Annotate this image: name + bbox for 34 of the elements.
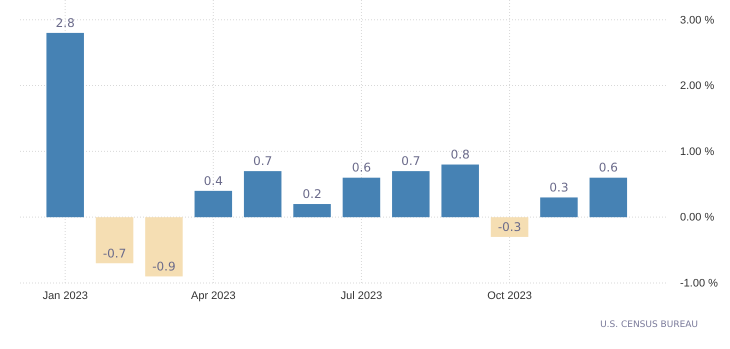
bar <box>145 217 183 276</box>
bar <box>342 178 380 218</box>
x-tick-label: Apr 2023 <box>190 290 236 302</box>
data-label: -0.9 <box>152 259 176 274</box>
data-label: 0.3 <box>549 180 568 194</box>
bar <box>194 190 232 218</box>
data-label: 2.8 <box>56 16 75 30</box>
text: U.S. CENSUS BUREAU <box>600 320 698 330</box>
x-tick-label: Jan 2023 <box>42 290 88 302</box>
bar <box>540 197 578 218</box>
y-tick-label: 0.00 % <box>680 212 714 224</box>
x-tick-label: Jul 2023 <box>340 290 382 302</box>
y-tick-label: 1.00 % <box>680 146 714 158</box>
data-label: 0.6 <box>352 160 371 175</box>
bar <box>590 178 628 218</box>
bar <box>46 32 84 218</box>
data-label: 0.6 <box>598 160 618 175</box>
bar <box>96 217 134 264</box>
data-label: 0.7 <box>253 154 272 168</box>
bar <box>392 171 430 218</box>
data-label: 0.2 <box>302 187 322 202</box>
data-label: -0.3 <box>498 220 522 234</box>
data-label: -0.7 <box>102 246 126 260</box>
y-tick-label: -1.00 % <box>680 278 718 290</box>
bar <box>490 217 528 237</box>
data-label: 0.8 <box>450 148 470 162</box>
x-tick-label: Oct 2023 <box>487 290 532 302</box>
y-tick-label: 2.00 % <box>680 80 714 92</box>
bar <box>244 171 282 218</box>
data-label: 0.4 <box>204 174 223 188</box>
data-label: 0.7 <box>401 154 420 168</box>
y-tick-label: 3.00 % <box>680 14 714 26</box>
bar <box>441 164 479 218</box>
bar <box>293 204 331 218</box>
